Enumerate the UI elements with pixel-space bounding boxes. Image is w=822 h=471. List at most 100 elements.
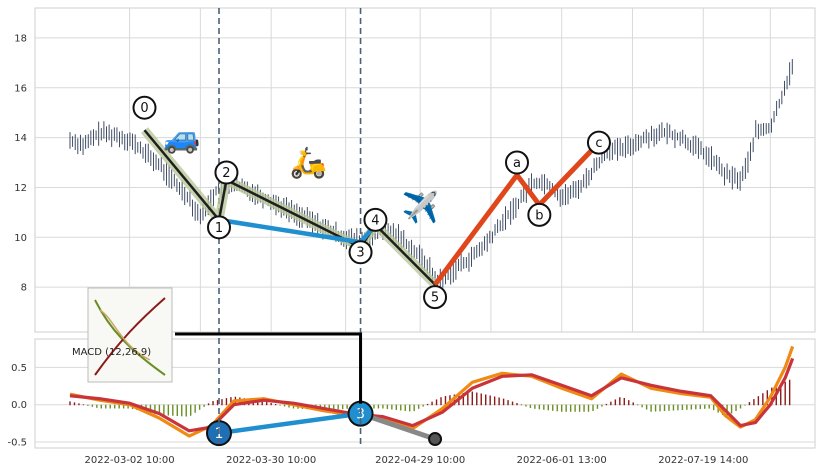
wave-point-label: 1: [215, 221, 223, 236]
connector-line: [175, 332, 363, 404]
macd-histogram-bar: [185, 404, 187, 417]
macd-histogram-bar: [422, 404, 424, 407]
price-ytick-label: 14: [14, 133, 27, 144]
wave-point-marker: [207, 215, 231, 240]
macd-histogram-bar: [672, 404, 675, 411]
macd-histogram-bar: [292, 404, 295, 409]
macd-histogram-bar: [784, 381, 786, 406]
macd-histogram-bar: [592, 404, 594, 412]
wave-point-label: 3: [356, 246, 364, 261]
macd-histogram-bar: [283, 404, 286, 407]
price-ytick-label: 8: [21, 283, 27, 294]
macd-histogram-bar: [341, 404, 344, 410]
price-ytick-label: 10: [14, 233, 27, 244]
macd-histogram-bar: [426, 403, 429, 406]
macd-histogram-bar: [502, 398, 505, 406]
macd-histogram-bar: [230, 397, 232, 406]
macd-histogram-bar: [346, 404, 348, 409]
macd-histogram-bar: [739, 404, 742, 409]
macd-histogram-bar: [154, 404, 156, 415]
macd-histogram-bar: [105, 404, 107, 409]
car-emoji: 🚙: [163, 121, 200, 156]
macd-histogram-bar: [628, 400, 630, 406]
macd-histogram-bar: [100, 404, 102, 409]
macd-histogram-bar: [167, 404, 170, 416]
macd-histogram-bar: [440, 397, 442, 406]
wave-point-label: 0: [140, 101, 148, 116]
macd-histogram-bar: [565, 404, 567, 412]
macd-histogram-bar: [279, 404, 281, 406]
macd-histogram-bar: [654, 404, 657, 412]
macd-marker: [428, 432, 443, 447]
macd-histogram-bar: [274, 404, 277, 406]
inset-curve: [94, 297, 166, 376]
xtick-label: 2022-04-29 10:00: [375, 455, 465, 466]
wave-point-marker: [527, 202, 552, 227]
macd-histogram-bar: [704, 404, 706, 409]
macd-histogram-bar: [587, 404, 590, 412]
macd-histogram-bar: [225, 398, 228, 406]
wave-point-label: c: [595, 136, 602, 151]
macd-histogram-bar: [552, 404, 554, 411]
macd-histogram-bar: [686, 404, 688, 410]
macd-link-1-3: [218, 411, 361, 436]
macd-histogram-bar: [730, 404, 733, 414]
inset-thumbnail: [87, 287, 173, 383]
macd-histogram-bar: [614, 399, 617, 406]
macd-histogram-bar: [668, 404, 670, 411]
wave-point-marker: [586, 130, 611, 155]
macd-histogram-bar: [189, 404, 192, 416]
wave-point-marker: [132, 95, 157, 120]
macd-histogram-bar: [444, 395, 447, 406]
macd-panel: 2022-03-02 10:00 2022-03-30 10:00 2022-04-…: [7, 338, 816, 466]
overlay-layer: 0 1 2 3 4 5 a b c 🚙 🛵 ✈️: [87, 8, 611, 448]
macd-ytick-label: 0.5: [11, 363, 27, 374]
macd-histogram-bar: [198, 404, 201, 410]
macd-histogram-bar: [221, 399, 223, 406]
price-ytick-label: 16: [14, 83, 27, 94]
macd-histogram-bar: [257, 400, 259, 406]
macd-histogram-bar: [78, 403, 80, 406]
macd-histogram-bar: [391, 404, 393, 410]
wave-point-marker: [214, 160, 239, 185]
macd-histogram-bar: [261, 401, 263, 406]
macd-histogram-bar: [435, 399, 438, 406]
macd-histogram-bar: [337, 404, 339, 410]
macd-histogram-bar: [373, 404, 375, 409]
macd-histogram-bar: [677, 404, 679, 411]
macd-histogram-bar: [417, 404, 420, 409]
macd-histogram-bar: [663, 404, 666, 412]
macd-histogram-bar: [610, 401, 612, 406]
macd-histogram-bar: [534, 404, 536, 409]
macd-ytick-label: 0.0: [11, 400, 27, 411]
macd-histogram-bar: [762, 393, 764, 406]
macd-histogram-bar: [619, 397, 621, 406]
macd-histogram-bar: [498, 397, 500, 406]
macd-histogram-bar: [328, 404, 330, 410]
macd-histogram-bar: [203, 404, 205, 407]
macd-histogram-bar: [114, 404, 116, 409]
macd-histogram-bar: [659, 404, 661, 412]
macd-histogram-bar: [163, 404, 165, 416]
macd-histogram-bar: [431, 401, 433, 406]
macd-histogram-bar: [748, 402, 751, 406]
macd-histogram-bar: [172, 404, 174, 416]
macd-ytick-label: -0.5: [7, 438, 27, 449]
xtick-label: 2022-03-30 10:00: [226, 455, 316, 466]
macd-histogram-bar: [493, 396, 496, 406]
macd-histogram-bar: [681, 404, 684, 411]
macd-histogram-bar: [529, 404, 532, 408]
macd-histogram-bar: [109, 404, 111, 409]
macd-histogram-bar: [158, 404, 161, 416]
macd-histogram-bar: [87, 404, 89, 406]
macd-histogram-bar: [708, 404, 710, 409]
macd-label: MACD (12,26,9): [72, 347, 151, 358]
macd-histogram-bar: [636, 404, 639, 406]
macd-histogram-bar: [176, 404, 178, 417]
impulse-wave-line: [143, 129, 436, 286]
macd-histogram-bar: [583, 404, 585, 412]
macd-histogram-bar: [395, 404, 398, 410]
macd-histogram-bar: [632, 402, 634, 406]
